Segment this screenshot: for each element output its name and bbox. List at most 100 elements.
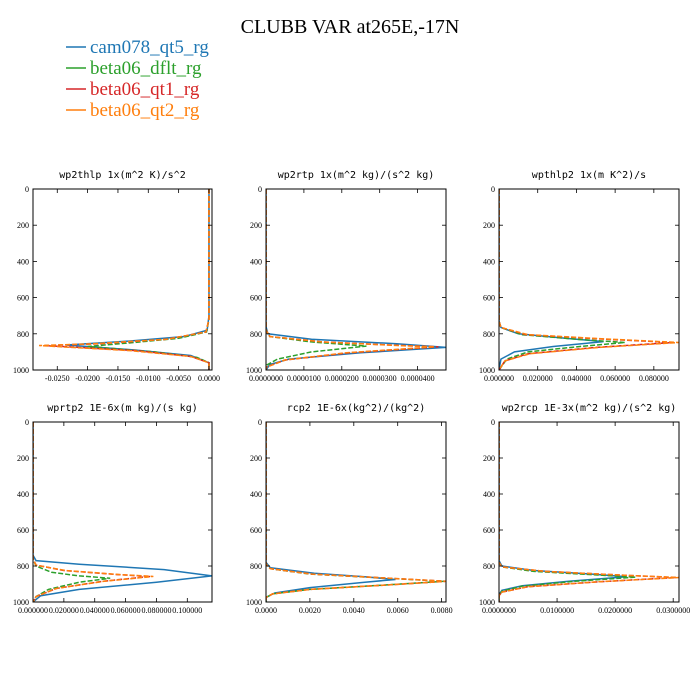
x-tick-label: 0.0000000 [249, 374, 283, 383]
y-tick-label: 200 [250, 454, 262, 463]
y-tick-label: 600 [250, 526, 262, 535]
series-line-beta06_qt2_rg [499, 422, 679, 602]
y-tick-label: 1000 [479, 598, 495, 607]
y-tick-label: 400 [483, 257, 495, 266]
legend-label: beta06_dflt_rg [90, 58, 202, 79]
y-tick-label: 600 [483, 294, 495, 303]
x-tick-label: 0.0000100 [287, 374, 321, 383]
y-tick-label: 0 [25, 185, 29, 194]
x-tick-label: 0.0000200 [325, 374, 359, 383]
y-tick-label: 400 [17, 490, 29, 499]
x-tick-label: -0.0100 [136, 374, 161, 383]
y-tick-label: 0 [258, 185, 262, 194]
x-tick-label: -0.0150 [106, 374, 131, 383]
y-tick-label: 0 [491, 418, 495, 427]
chart-panel: wprtp2 1E-6x(m kg)/(s kg) 0 200 400 600 800 10… [13, 403, 213, 615]
x-tick-label: 0.0040 [343, 606, 365, 615]
y-tick-label: 200 [17, 454, 29, 463]
y-tick-label: 200 [250, 221, 262, 230]
x-tick-label: 0.0060 [387, 606, 409, 615]
y-tick-label: 400 [483, 490, 495, 499]
chart-panel: wp2thlp 1x(m^2 K)/s^2 0 200 400 600 800 1000 -0… [13, 170, 220, 383]
x-tick-label: 0.0080 [431, 606, 453, 615]
y-tick-label: 400 [250, 490, 262, 499]
plot-frame [32, 421, 213, 603]
x-tick-label: 0.0000300 [363, 374, 397, 383]
x-tick-label: 0.100000 [172, 606, 202, 615]
x-tick-label: -0.0050 [166, 374, 191, 383]
x-tick-label: 0.0300000 [656, 606, 690, 615]
y-tick-label: 400 [17, 257, 29, 266]
y-tick-label: 800 [250, 562, 262, 571]
x-tick-label: -0.0250 [45, 374, 70, 383]
x-tick-label: 0.040000 [80, 606, 110, 615]
x-tick-label: 0.0000 [255, 606, 277, 615]
y-tick-label: 200 [483, 454, 495, 463]
series-line-beta06_dflt_rg [499, 189, 625, 370]
series-line-cam078_qt5_rg [33, 422, 212, 602]
y-tick-label: 1000 [246, 366, 262, 375]
series-line-cam078_qt5_rg [499, 422, 627, 602]
y-tick-label: 800 [483, 330, 495, 339]
series-line-cam078_qt5_rg [266, 422, 396, 602]
x-tick-label: 0.0000400 [401, 374, 435, 383]
chart-panel: rcp2 1E-6x(kg^2)/(kg^2) 0 200 400 600 800 1000… [246, 403, 453, 615]
panel-title: rcp2 1E-6x(kg^2)/(kg^2) [287, 403, 425, 414]
y-tick-label: 600 [17, 294, 29, 303]
x-tick-label: 0.080000 [639, 374, 669, 383]
plot-frame [265, 421, 447, 603]
legend: cam078_qt5_rgbeta06_dflt_rgbeta06_qt1_rg… [66, 37, 209, 121]
figure-title: CLUBB VAR at265E,-17N [241, 16, 460, 38]
series-line-beta06_qt1_rg [266, 422, 446, 602]
y-tick-label: 800 [483, 562, 495, 571]
plot-frame [32, 188, 213, 371]
series-line-beta06_qt1_rg [45, 189, 210, 370]
y-tick-label: 600 [483, 526, 495, 535]
x-tick-label: 0.0000 [198, 374, 220, 383]
series-line-cam078_qt5_rg [499, 189, 604, 370]
x-tick-label: 0.0100000 [540, 606, 574, 615]
y-tick-label: 0 [258, 418, 262, 427]
y-tick-label: 800 [17, 562, 29, 571]
x-tick-label: 0.040000 [561, 374, 591, 383]
x-tick-label: 0.080000 [141, 606, 171, 615]
x-tick-label: 0.0200000 [598, 606, 632, 615]
panel-title: wp2rtp 1x(m^2 kg)/(s^2 kg) [278, 170, 435, 181]
series-line-beta06_dflt_rg [266, 189, 367, 370]
y-tick-label: 400 [250, 257, 262, 266]
x-tick-label: 0.0000000 [482, 606, 516, 615]
legend-label: beta06_qt1_rg [90, 79, 200, 100]
y-tick-label: 0 [491, 185, 495, 194]
x-tick-label: 0.020000 [49, 606, 79, 615]
series-line-beta06_dflt_rg [266, 422, 444, 602]
panel-title: wpthlp2 1x(m K^2)/s [532, 170, 646, 181]
legend-label: beta06_qt2_rg [90, 100, 200, 121]
y-tick-label: 800 [250, 330, 262, 339]
chart-panel: wp2rcp 1E-3x(m^2 kg)/(s^2 kg) 0 200 400 600 8… [479, 403, 690, 615]
y-tick-label: 600 [250, 294, 262, 303]
y-tick-label: 600 [17, 526, 29, 535]
series-line-beta06_qt2_rg [499, 189, 679, 370]
panel-title: wp2thlp 1x(m^2 K)/s^2 [59, 170, 185, 181]
y-tick-label: 0 [25, 418, 29, 427]
y-tick-label: 800 [17, 330, 29, 339]
y-tick-label: 1000 [13, 366, 29, 375]
x-tick-label: 0.0020 [299, 606, 321, 615]
y-tick-label: 1000 [246, 598, 262, 607]
series-line-beta06_dflt_rg [33, 422, 111, 602]
plot-frame [265, 188, 447, 371]
y-tick-label: 1000 [479, 366, 495, 375]
panel-title: wprtp2 1E-6x(m kg)/(s kg) [47, 403, 198, 414]
x-tick-label: 0.000000 [18, 606, 48, 615]
x-tick-label: 0.020000 [523, 374, 553, 383]
series-line-beta06_qt2_rg [33, 422, 154, 602]
y-tick-label: 1000 [13, 598, 29, 607]
panel-title: wp2rcp 1E-3x(m^2 kg)/(s^2 kg) [502, 403, 677, 414]
plot-frame [498, 188, 680, 371]
series-line-beta06_qt2_rg [39, 189, 210, 370]
x-tick-label: 0.060000 [600, 374, 630, 383]
plot-frame [498, 421, 680, 603]
chart-panel: wp2rtp 1x(m^2 kg)/(s^2 kg) 0 200 400 600 800 1… [246, 170, 447, 383]
series-line-beta06_qt2_rg [266, 189, 435, 370]
